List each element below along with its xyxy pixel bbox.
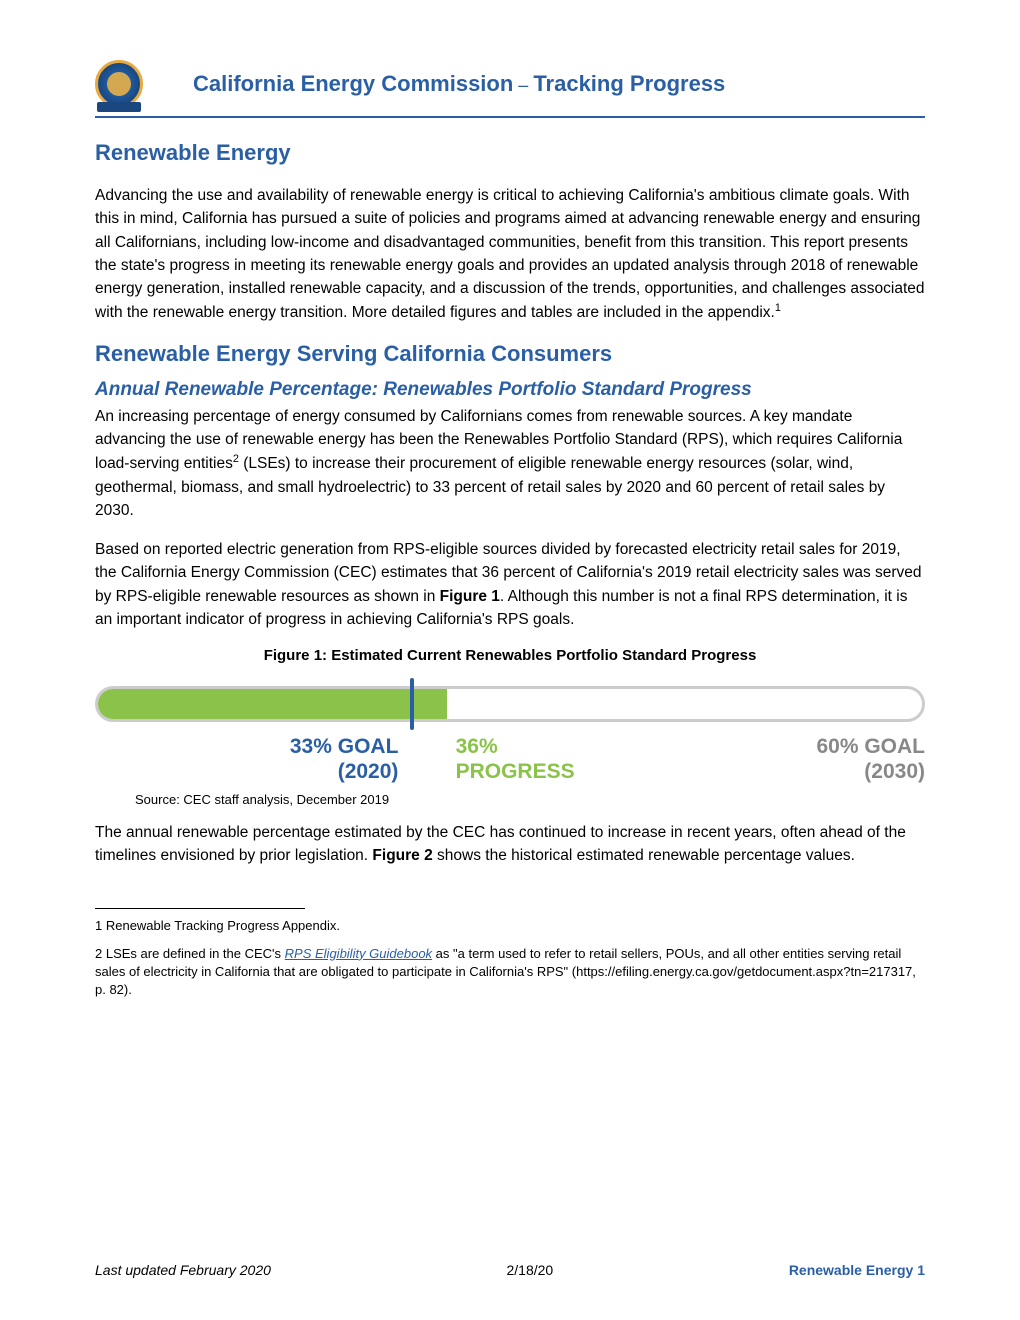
goal-33-label: 33% GOAL(2020) bbox=[290, 734, 399, 784]
footnote-1: 1 Renewable Tracking Progress Appendix. bbox=[95, 917, 925, 935]
rps-paragraph-1: An increasing percentage of energy consu… bbox=[95, 405, 925, 522]
figure1-source: Source: CEC staff analysis, December 201… bbox=[135, 792, 925, 807]
rps-paragraph-2: Based on reported electric generation fr… bbox=[95, 538, 925, 631]
goal-60-label: 60% GOAL(2030) bbox=[816, 734, 925, 784]
subsection-title: Annual Renewable Percentage: Renewables … bbox=[95, 379, 925, 401]
footer-page: Renewable Energy 1 bbox=[789, 1262, 925, 1278]
cec-logo bbox=[95, 60, 143, 108]
progress-36-label: 36%PROGRESS bbox=[456, 734, 575, 784]
intro-paragraph: Advancing the use and availability of re… bbox=[95, 184, 925, 325]
footnote-separator bbox=[95, 908, 305, 909]
figure1-title: Figure 1: Estimated Current Renewables P… bbox=[95, 647, 925, 664]
footnote-2: 2 LSEs are defined in the CEC's RPS Elig… bbox=[95, 945, 925, 1000]
page-header: California Energy Commission – Tracking … bbox=[95, 60, 925, 118]
footer-date: 2/18/20 bbox=[507, 1262, 554, 1278]
section-title: Renewable Energy Serving California Cons… bbox=[95, 341, 925, 367]
rps-progress-chart: 33% GOAL(2020) 36%PROGRESS 60% GOAL(2030… bbox=[95, 678, 925, 788]
annual-renewable-paragraph: The annual renewable percentage estimate… bbox=[95, 821, 925, 868]
rps-guidebook-link[interactable]: RPS Eligibility Guidebook bbox=[285, 946, 432, 961]
goal-33-tick bbox=[410, 678, 414, 730]
page-footer: Last updated February 2020 2/18/20 Renew… bbox=[95, 1262, 925, 1278]
header-title: California Energy Commission – Tracking … bbox=[193, 71, 725, 97]
progress-bar-fill bbox=[98, 689, 447, 719]
main-title: Renewable Energy bbox=[95, 140, 925, 166]
footer-updated: Last updated February 2020 bbox=[95, 1262, 271, 1278]
